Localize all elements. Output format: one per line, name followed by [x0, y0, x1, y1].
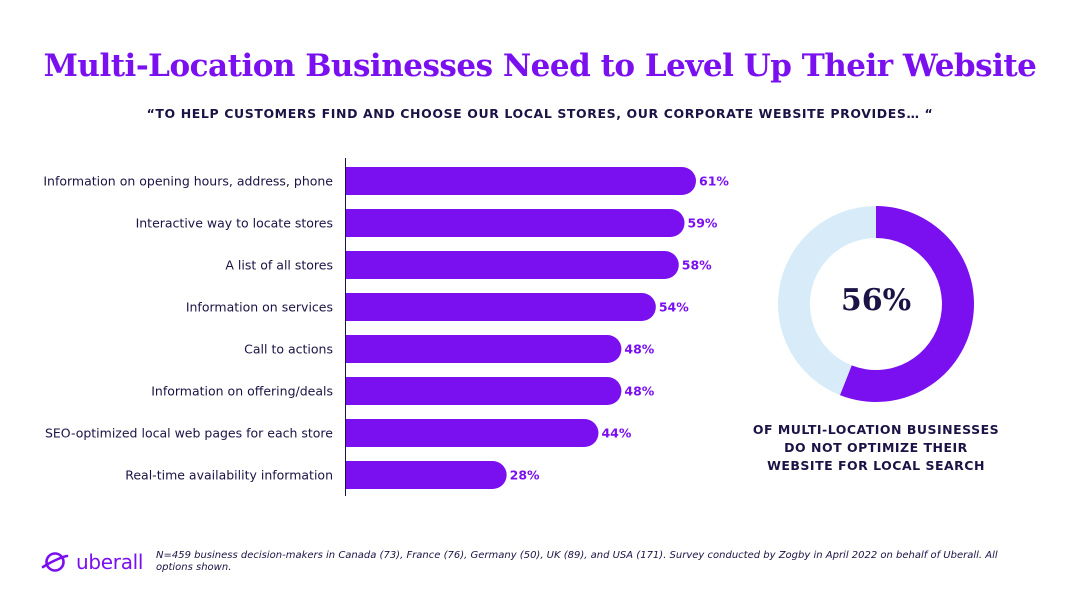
uberall-logo: uberall	[40, 549, 143, 575]
uberall-planet-icon	[41, 552, 69, 572]
bar	[346, 419, 599, 447]
chart-subtitle: “TO HELP CUSTOMERS FIND AND CHOOSE OUR L…	[146, 106, 934, 121]
value-label: 59%	[688, 216, 718, 231]
category-label: Information on offering/deals	[151, 384, 333, 399]
category-label: SEO-optimized local web pages for each s…	[45, 426, 333, 441]
donut-caption: OF MULTI-LOCATION BUSINESSES DO NOT OPTI…	[736, 421, 1016, 475]
donut-caption-line: OF MULTI-LOCATION BUSINESSES	[752, 422, 1000, 437]
value-label: 58%	[682, 258, 712, 273]
bar	[346, 209, 685, 237]
bars-group: Information on opening hours, address, p…	[43, 167, 729, 489]
bar	[346, 461, 507, 489]
category-label: Call to actions	[244, 342, 333, 357]
donut-group	[777, 206, 974, 402]
bar	[346, 335, 622, 363]
footnote: N=459 business decision-makers in Canada…	[156, 550, 998, 573]
bar	[346, 167, 696, 195]
category-label: Real-time availability information	[125, 468, 333, 483]
page-title: Multi-Location Businesses Need to Level …	[43, 48, 1037, 84]
donut-caption-line: WEBSITE FOR LOCAL SEARCH	[767, 458, 985, 473]
donut-slice-remainder	[777, 206, 876, 396]
value-label: 48%	[624, 342, 654, 357]
value-label: 48%	[624, 384, 654, 399]
logo-text: uberall	[76, 550, 144, 574]
bar-chart: Information on opening hours, address, p…	[43, 158, 729, 496]
bar	[346, 293, 656, 321]
donut-value-label: 56%	[841, 283, 911, 318]
value-label: 44%	[601, 426, 631, 441]
category-label: Information on opening hours, address, p…	[43, 174, 333, 189]
category-label: Interactive way to locate stores	[136, 216, 333, 231]
category-label: Information on services	[186, 300, 333, 315]
value-label: 61%	[699, 174, 729, 189]
bar	[346, 377, 622, 405]
category-label: A list of all stores	[225, 258, 333, 273]
value-label: 54%	[659, 300, 689, 315]
value-label: 28%	[510, 468, 540, 483]
donut-caption-line: DO NOT OPTIMIZE THEIR	[784, 440, 968, 455]
bar	[346, 251, 679, 279]
donut-slice-highlight	[839, 206, 974, 402]
donut-chart: 56%	[777, 206, 974, 402]
